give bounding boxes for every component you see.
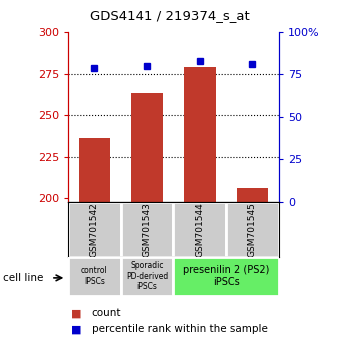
Text: cell line: cell line <box>3 273 44 283</box>
Bar <box>68 257 121 296</box>
Text: ■: ■ <box>71 308 82 318</box>
Bar <box>131 93 163 202</box>
Bar <box>173 202 226 257</box>
Text: count: count <box>92 308 121 318</box>
Text: GSM701542: GSM701542 <box>90 202 99 257</box>
Bar <box>121 257 173 296</box>
Bar <box>68 202 121 257</box>
Text: GDS4141 / 219374_s_at: GDS4141 / 219374_s_at <box>90 9 250 22</box>
Text: control
IPSCs: control IPSCs <box>81 267 108 286</box>
Text: GSM701543: GSM701543 <box>142 202 152 257</box>
Text: GSM701545: GSM701545 <box>248 202 257 257</box>
Text: Sporadic
PD-derived
iPSCs: Sporadic PD-derived iPSCs <box>126 261 168 291</box>
Bar <box>237 188 268 202</box>
Text: percentile rank within the sample: percentile rank within the sample <box>92 324 268 334</box>
Bar <box>184 67 216 202</box>
Bar <box>79 138 110 202</box>
Text: presenilin 2 (PS2)
iPSCs: presenilin 2 (PS2) iPSCs <box>183 265 269 287</box>
Bar <box>121 202 173 257</box>
Bar <box>173 257 279 296</box>
Text: ■: ■ <box>71 324 82 334</box>
Bar <box>226 202 279 257</box>
Text: GSM701544: GSM701544 <box>195 202 204 257</box>
